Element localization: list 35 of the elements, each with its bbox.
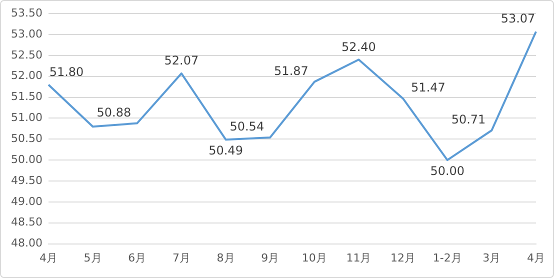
y-tick-label: 50.50 [10, 132, 42, 146]
y-tick-label: 49.50 [10, 174, 42, 187]
y-tick-label: 53.00 [10, 27, 42, 40]
x-tick-label: 3月 [482, 251, 501, 264]
y-tick-label: 52.50 [10, 48, 42, 62]
data-label: 52.07 [164, 54, 199, 68]
x-tick-label: 8月 [216, 251, 235, 264]
data-label: 50.00 [430, 164, 465, 178]
x-tick-label: 11月 [346, 251, 372, 264]
x-tick-label: 12月 [390, 251, 416, 264]
data-label: 52.40 [342, 40, 376, 54]
y-tick-label: 48.50 [10, 216, 42, 229]
x-tick-label: 1-2月 [432, 251, 462, 264]
y-tick-label: 51.50 [10, 90, 42, 104]
data-label: 51.47 [411, 80, 446, 95]
x-tick-label: 4月 [39, 251, 58, 264]
data-label: 50.71 [451, 112, 486, 126]
x-tick-label: 6月 [128, 251, 146, 264]
y-tick-label: 50.00 [10, 152, 42, 166]
y-tick-label: 52.00 [10, 69, 42, 82]
data-label: 51.80 [49, 64, 84, 79]
x-tick-label: 10月 [302, 251, 327, 264]
y-tick-label: 51.00 [10, 111, 42, 124]
x-tick-label: 5月 [84, 251, 102, 264]
y-tick-label: 48.00 [10, 236, 42, 250]
data-label: 50.49 [208, 144, 243, 158]
x-tick-label: 7月 [172, 251, 190, 264]
x-tick-label: 9月 [261, 251, 280, 264]
y-tick-label: 49.00 [10, 194, 42, 208]
y-tick-label: 53.50 [10, 6, 42, 20]
data-label: 50.88 [96, 105, 132, 120]
data-label: 51.87 [274, 64, 308, 78]
data-label: 53.07 [500, 12, 536, 26]
data-label: 50.54 [230, 120, 264, 134]
x-tick-label: 4月 [527, 251, 545, 264]
